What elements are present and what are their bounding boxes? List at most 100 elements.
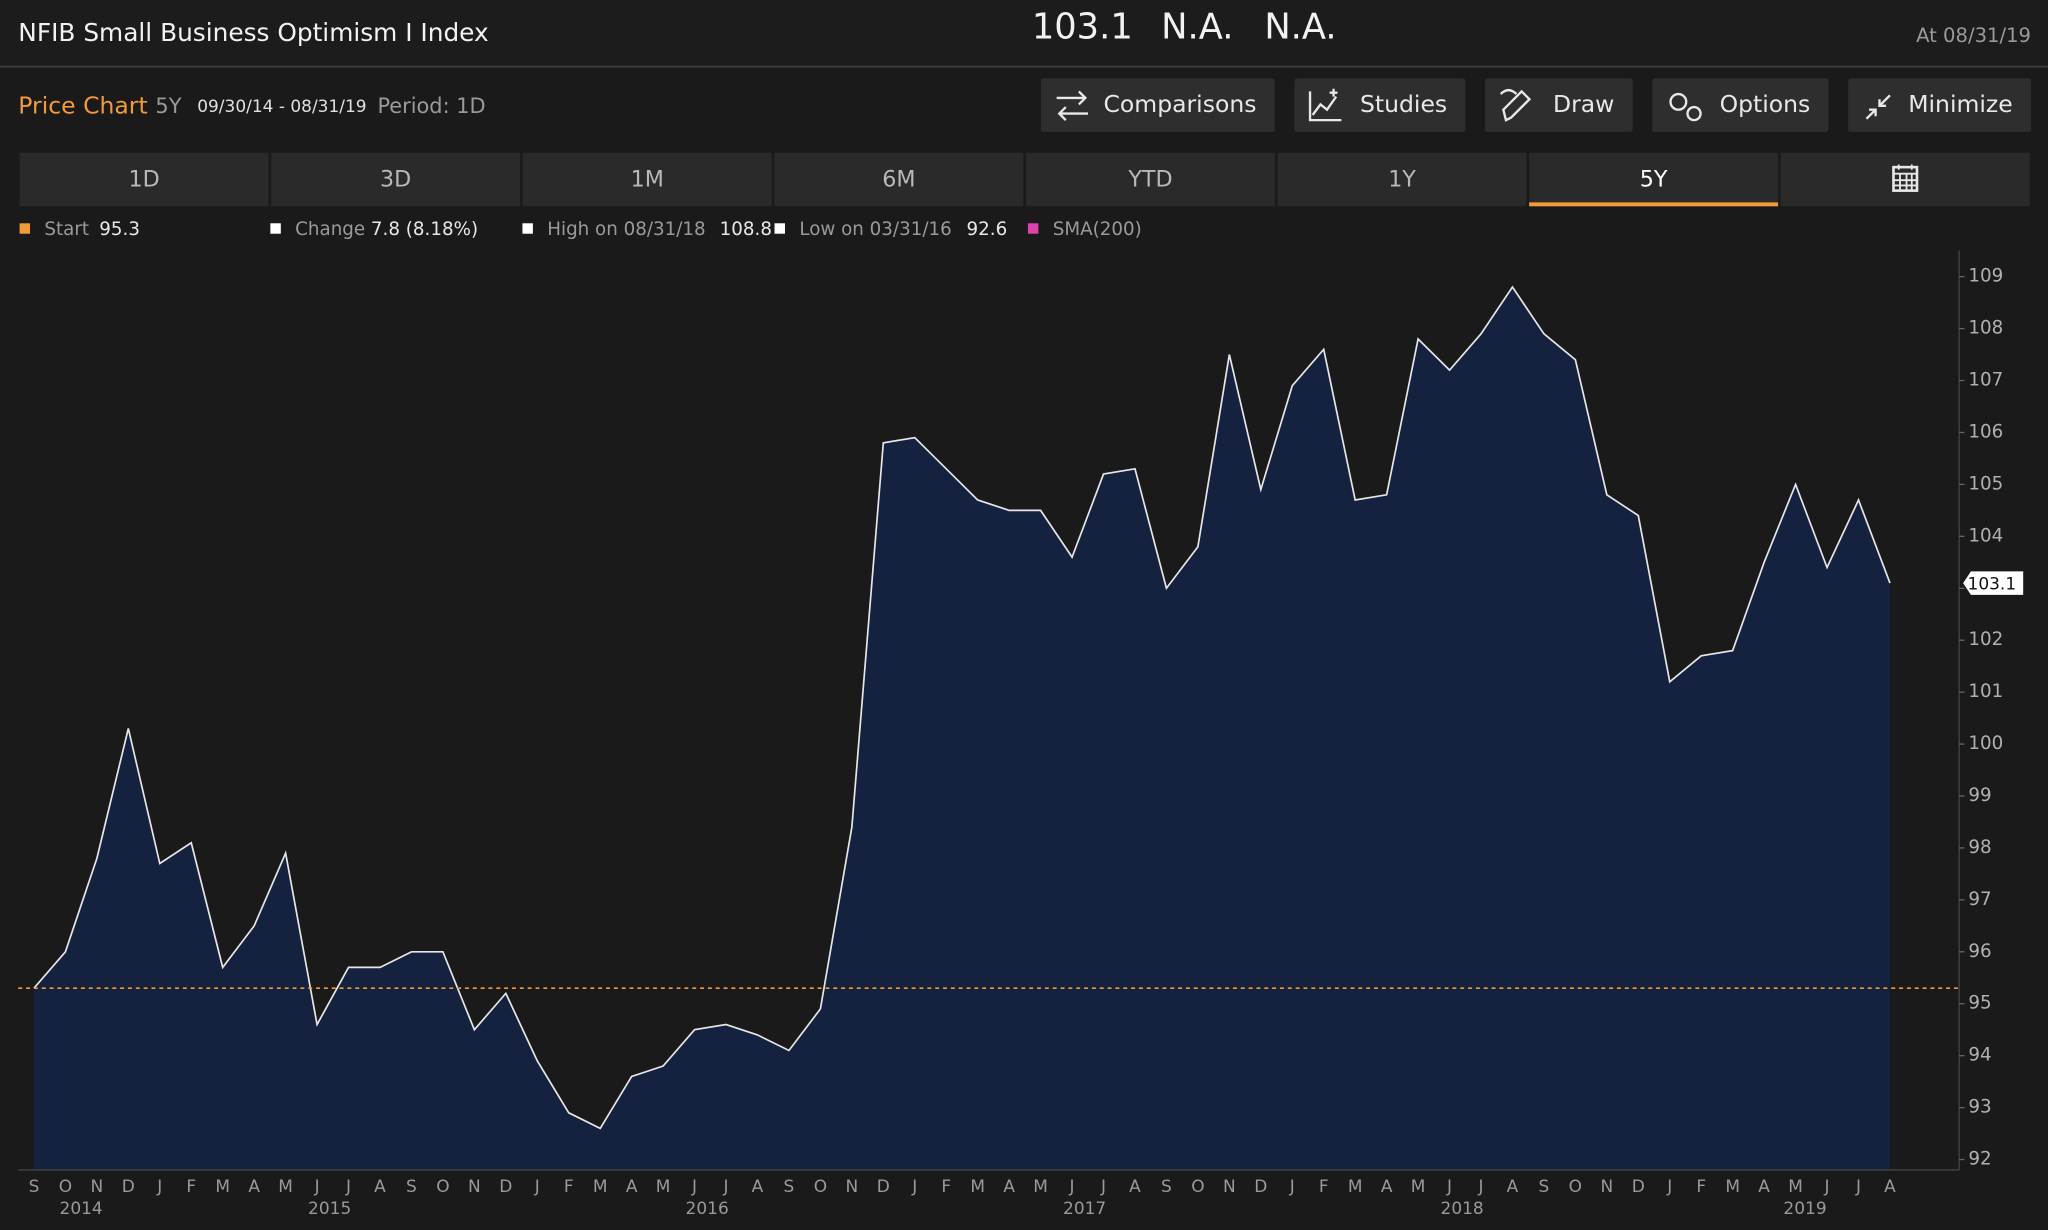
toolbar-button[interactable]: Studies	[1294, 78, 1466, 132]
tab-bg[interactable]	[271, 152, 521, 207]
x-tick-label: J	[723, 1177, 729, 1197]
tab-label[interactable]: 6M	[882, 167, 915, 193]
button-icon	[1499, 88, 1532, 122]
x-tick-label: F	[1319, 1177, 1329, 1197]
x-tick-label: M	[1033, 1177, 1048, 1197]
legend: Start 95.3 Change 7.8 (8.18%) High on 08/31/…	[19, 219, 1142, 240]
x-tick-label: N	[468, 1177, 481, 1197]
y-tick-label: 94	[1968, 1045, 1991, 1066]
y-tick-label: 97	[1968, 889, 1991, 910]
range-label: 5Y	[155, 94, 181, 118]
x-tick-label: J	[1855, 1177, 1861, 1197]
range-tab[interactable]: 1M	[522, 152, 772, 207]
tab-label[interactable]: YTD	[1127, 167, 1172, 193]
x-tick-label: S	[1539, 1177, 1550, 1197]
y-tick-label: 99	[1968, 785, 1991, 806]
x-tick-label: A	[248, 1177, 260, 1197]
x-tick-label: F	[186, 1177, 196, 1197]
tab-label[interactable]: 1M	[631, 167, 664, 193]
x-tick-label: M	[1788, 1177, 1803, 1197]
y-tick-label: 105	[1968, 473, 2003, 494]
period-label: Period: 1D	[377, 94, 485, 118]
x-tick-label: S	[406, 1177, 417, 1197]
tab-label[interactable]: 3D	[380, 167, 411, 193]
x-tick-label: J	[1824, 1177, 1830, 1197]
button-bg[interactable]	[1040, 78, 1275, 132]
range-tab[interactable]: 5Y	[1529, 152, 1779, 207]
tab-bg[interactable]	[774, 152, 1024, 207]
last-value-tag	[1963, 571, 2024, 595]
legend-label: Start	[44, 219, 89, 240]
y-tick-label: 102	[1968, 629, 2003, 650]
x-tick-label: J	[1100, 1177, 1106, 1197]
toolbar-button[interactable]: Minimize	[1848, 78, 2032, 132]
button-label[interactable]: Studies	[1360, 90, 1447, 118]
x-year-label: 2014	[60, 1199, 103, 1219]
x-tick-label: O	[1569, 1177, 1582, 1197]
toolbar-button[interactable]: Comparisons	[1040, 78, 1275, 132]
range-tab[interactable]: 1D	[19, 152, 269, 207]
header-bar	[0, 0, 2048, 66]
x-tick-label: M	[1348, 1177, 1363, 1197]
y-tick-label: 109	[1968, 266, 2003, 287]
tab-label[interactable]: 1D	[128, 167, 159, 193]
x-tick-label: M	[278, 1177, 293, 1197]
toolbar-button[interactable]: Options	[1652, 78, 1829, 132]
x-tick-label: A	[1381, 1177, 1393, 1197]
y-tick-label: 93	[1968, 1097, 1991, 1118]
y-tick-label: 98	[1968, 837, 1991, 858]
x-tick-label: A	[1507, 1177, 1519, 1197]
x-tick-label: M	[656, 1177, 671, 1197]
tab-bg[interactable]	[1529, 152, 1779, 207]
last-price: 103.1	[1032, 7, 1133, 48]
x-tick-label: O	[436, 1177, 449, 1197]
x-tick-label: A	[1129, 1177, 1141, 1197]
area-fill	[33, 287, 1890, 1170]
range-tab[interactable]: YTD	[1025, 152, 1275, 207]
range-tab[interactable]: 6M	[774, 152, 1024, 207]
calendar-grid	[1893, 164, 1917, 191]
tab-label[interactable]: 5Y	[1640, 167, 1668, 193]
x-tick-label: J	[691, 1177, 697, 1197]
range-tab[interactable]: 3D	[271, 152, 521, 207]
button-label[interactable]: Draw	[1553, 90, 1614, 118]
tab-bg[interactable]	[1025, 152, 1275, 207]
x-year-label: 2016	[686, 1199, 729, 1219]
toolbar-button[interactable]: Draw	[1485, 78, 1633, 132]
x-tick-label: D	[1632, 1177, 1645, 1197]
x-tick-label: S	[29, 1177, 40, 1197]
button-icon	[1669, 92, 1702, 122]
legend-label: SMA(200)	[1053, 219, 1142, 240]
y-tick-label: 108	[1968, 318, 2003, 339]
tab-bg[interactable]	[522, 152, 772, 207]
button-label[interactable]: Minimize	[1908, 90, 2012, 118]
price-chart-label: Price Chart	[18, 92, 147, 120]
x-year-label: 2019	[1783, 1199, 1826, 1219]
y-tick-label: 95	[1968, 993, 1991, 1014]
x-tick-label: A	[752, 1177, 764, 1197]
legend-value: 108.8	[720, 219, 772, 240]
legend-value: 7.8 (8.18%)	[371, 219, 478, 240]
tab-active-underline	[1529, 202, 1779, 207]
x-tick-label: M	[970, 1177, 985, 1197]
toolbar-buttons: Comparisons Studies Draw Options Minimize	[1040, 78, 2032, 132]
tab-label[interactable]: 1Y	[1388, 167, 1416, 193]
x-tick-label: A	[626, 1177, 638, 1197]
range-tabs: 1D 3D 1M 6M YTD 1Y 5Y	[19, 152, 2030, 207]
button-label[interactable]: Options	[1720, 90, 1811, 118]
range-tab[interactable]	[1780, 152, 2030, 207]
tab-bg[interactable]	[19, 152, 269, 207]
range-tab[interactable]: 1Y	[1277, 152, 1527, 207]
tab-bg[interactable]	[1277, 152, 1527, 207]
x-tick-label: D	[122, 1177, 135, 1197]
x-tick-label: O	[1191, 1177, 1204, 1197]
button-bg[interactable]	[1848, 78, 2032, 132]
x-tick-label: J	[156, 1177, 162, 1197]
button-label[interactable]: Comparisons	[1104, 90, 1257, 118]
legend-swatch	[522, 223, 533, 234]
area-line	[33, 285, 1891, 1130]
x-tick-label: J	[1289, 1177, 1295, 1197]
x-tick-label: D	[499, 1177, 512, 1197]
